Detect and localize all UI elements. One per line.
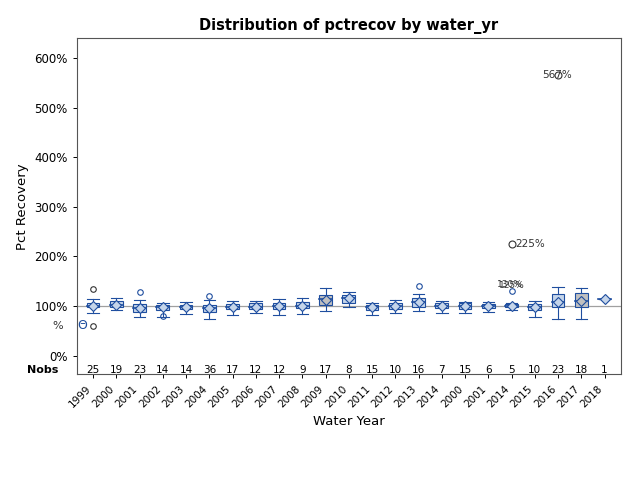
Text: Θ: Θ <box>77 319 86 332</box>
Bar <box>435 302 448 309</box>
Text: 15: 15 <box>365 365 379 375</box>
Text: 36: 36 <box>203 365 216 375</box>
Text: 12: 12 <box>249 365 262 375</box>
Text: 14: 14 <box>156 365 170 375</box>
Text: %: % <box>52 321 63 331</box>
Text: 10: 10 <box>388 365 402 375</box>
Bar <box>110 301 123 307</box>
Bar <box>296 302 308 308</box>
Bar <box>180 304 193 310</box>
Bar <box>389 302 402 309</box>
Bar <box>342 295 355 302</box>
Text: 5: 5 <box>508 365 515 375</box>
Text: 15: 15 <box>458 365 472 375</box>
Text: 23: 23 <box>133 365 146 375</box>
Text: Nobs: Nobs <box>27 365 58 375</box>
Bar <box>482 303 495 309</box>
Y-axis label: Pct Recovery: Pct Recovery <box>16 163 29 250</box>
Text: 17: 17 <box>319 365 332 375</box>
Text: 16: 16 <box>412 365 425 375</box>
X-axis label: Water Year: Water Year <box>313 415 385 428</box>
Text: 14: 14 <box>179 365 193 375</box>
Bar <box>459 303 472 309</box>
Bar <box>365 304 378 310</box>
Text: 6: 6 <box>485 365 492 375</box>
Bar <box>575 293 588 308</box>
Bar <box>250 303 262 309</box>
Bar <box>319 295 332 305</box>
Bar <box>412 298 425 307</box>
Text: 17: 17 <box>226 365 239 375</box>
Bar <box>86 302 99 308</box>
Text: 23: 23 <box>552 365 564 375</box>
Text: 225%: 225% <box>515 239 545 249</box>
Bar <box>203 304 216 312</box>
Text: 10: 10 <box>528 365 541 375</box>
Text: 8: 8 <box>346 365 352 375</box>
Bar <box>529 304 541 311</box>
Text: 7: 7 <box>438 365 445 375</box>
Text: 12: 12 <box>273 365 285 375</box>
Text: 1: 1 <box>601 365 608 375</box>
Bar <box>133 304 146 312</box>
Text: 19: 19 <box>109 365 123 375</box>
Bar <box>226 304 239 310</box>
Text: 567%: 567% <box>541 70 572 80</box>
Bar <box>273 302 285 310</box>
Bar <box>552 294 564 307</box>
Bar <box>505 304 518 307</box>
Text: 130%: 130% <box>497 280 524 288</box>
Text: 9: 9 <box>299 365 306 375</box>
Text: 18: 18 <box>575 365 588 375</box>
Bar <box>156 305 169 310</box>
Text: 125%: 125% <box>499 281 525 290</box>
Text: 25: 25 <box>86 365 100 375</box>
Title: Distribution of pctrecov by water_yr: Distribution of pctrecov by water_yr <box>199 18 499 34</box>
